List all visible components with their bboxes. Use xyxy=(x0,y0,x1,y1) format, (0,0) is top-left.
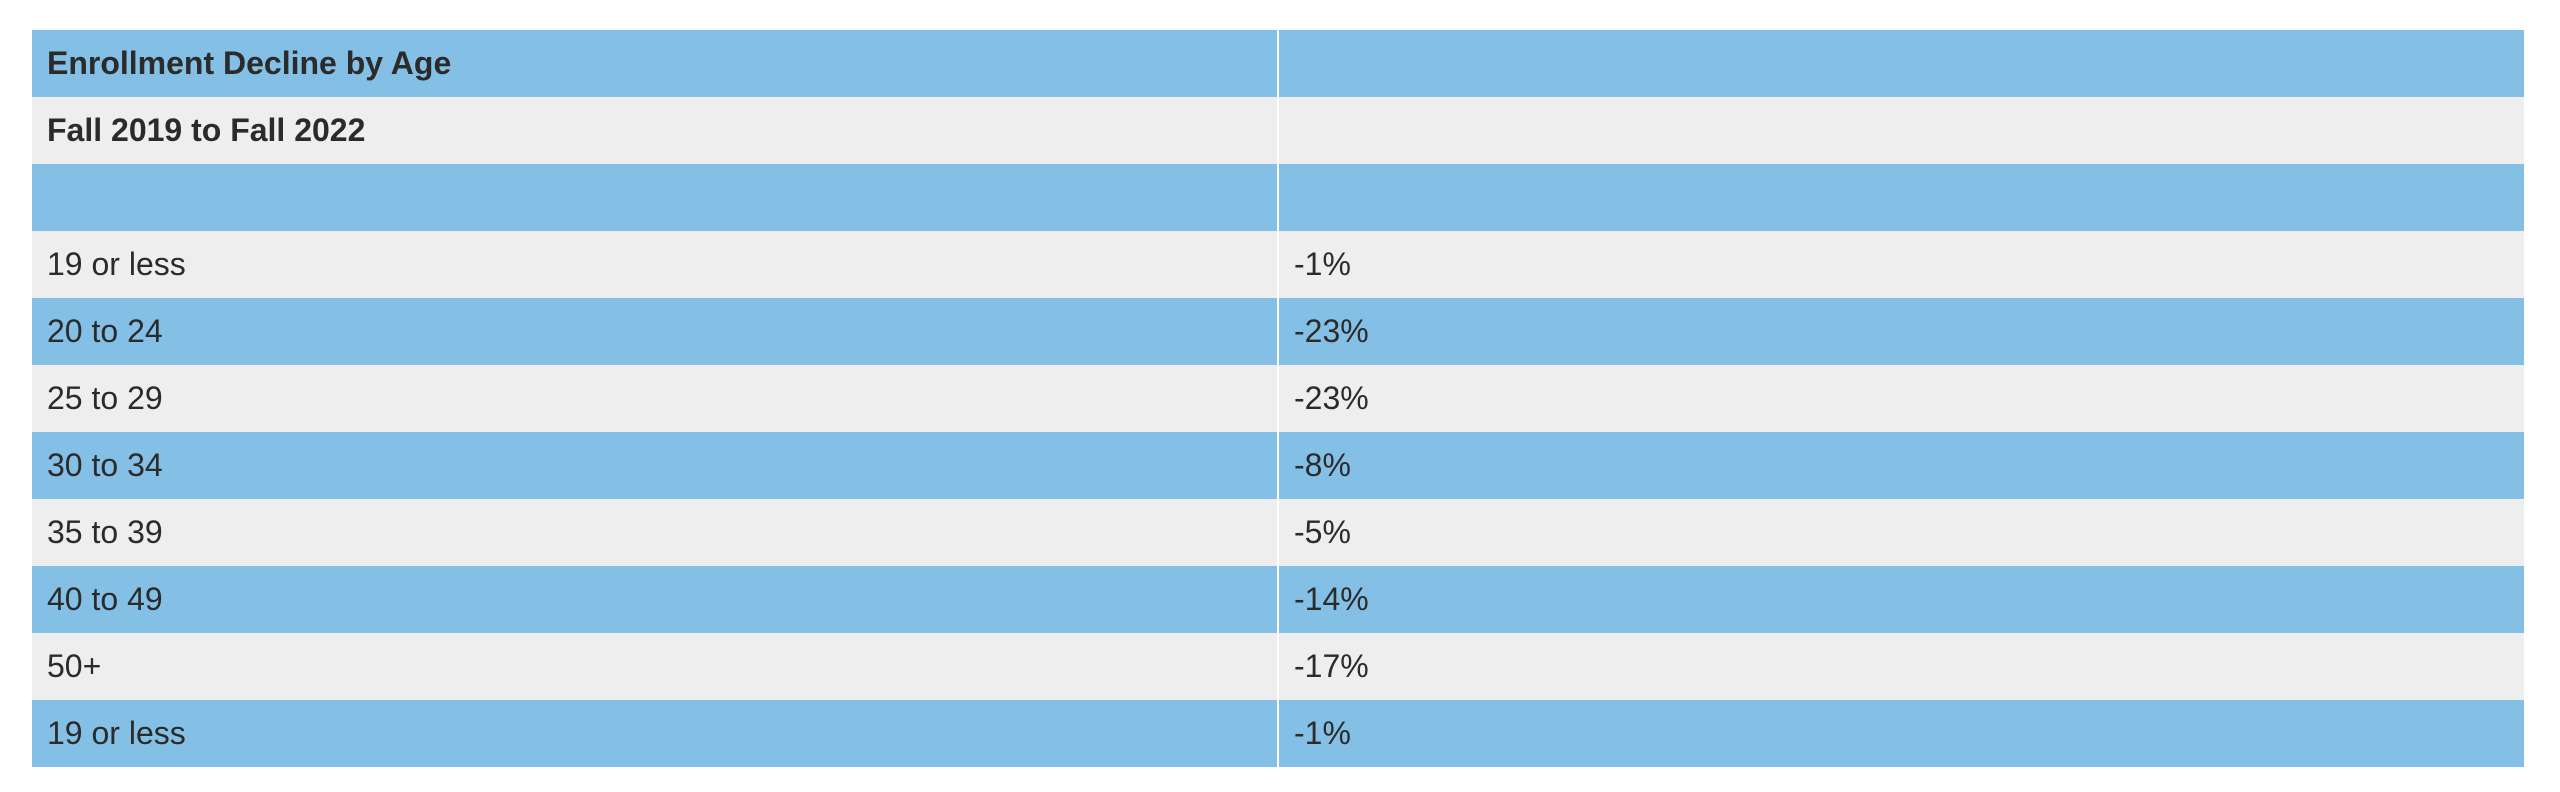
age-cell: 19 or less xyxy=(32,231,1278,298)
decline-cell: -1% xyxy=(1277,231,2524,298)
table-row: 40 to 49 -14% xyxy=(32,566,2524,633)
table-title-row: Enrollment Decline by Age xyxy=(32,30,2524,97)
age-cell: 19 or less xyxy=(32,700,1278,767)
enrollment-table-container: Enrollment Decline by Age Fall 2019 to F… xyxy=(32,30,2524,767)
decline-cell: -23% xyxy=(1277,298,2524,365)
age-cell: 25 to 29 xyxy=(32,365,1278,432)
age-cell: 50+ xyxy=(32,633,1278,700)
empty-cell xyxy=(1277,97,2524,164)
empty-cell xyxy=(1277,30,2524,97)
table-row: 30 to 34 -8% xyxy=(32,432,2524,499)
decline-cell: -1% xyxy=(1277,700,2524,767)
decline-cell: -17% xyxy=(1277,633,2524,700)
table-subtitle-row: Fall 2019 to Fall 2022 xyxy=(32,97,2524,164)
table-spacer-row xyxy=(32,164,2524,231)
table-row: 35 to 39 -5% xyxy=(32,499,2524,566)
enrollment-decline-table: Enrollment Decline by Age Fall 2019 to F… xyxy=(32,30,2524,767)
table-row: 25 to 29 -23% xyxy=(32,365,2524,432)
age-cell: 40 to 49 xyxy=(32,566,1278,633)
table-title: Enrollment Decline by Age xyxy=(32,30,1278,97)
decline-cell: -5% xyxy=(1277,499,2524,566)
table-row: 20 to 24 -23% xyxy=(32,298,2524,365)
table-row: 19 or less -1% xyxy=(32,231,2524,298)
decline-cell: -23% xyxy=(1277,365,2524,432)
empty-cell xyxy=(1277,164,2524,231)
age-cell: 30 to 34 xyxy=(32,432,1278,499)
table-row: 50+ -17% xyxy=(32,633,2524,700)
age-cell: 35 to 39 xyxy=(32,499,1278,566)
table-subtitle: Fall 2019 to Fall 2022 xyxy=(32,97,1278,164)
table-row: 19 or less -1% xyxy=(32,700,2524,767)
empty-cell xyxy=(32,164,1278,231)
age-cell: 20 to 24 xyxy=(32,298,1278,365)
decline-cell: -14% xyxy=(1277,566,2524,633)
decline-cell: -8% xyxy=(1277,432,2524,499)
